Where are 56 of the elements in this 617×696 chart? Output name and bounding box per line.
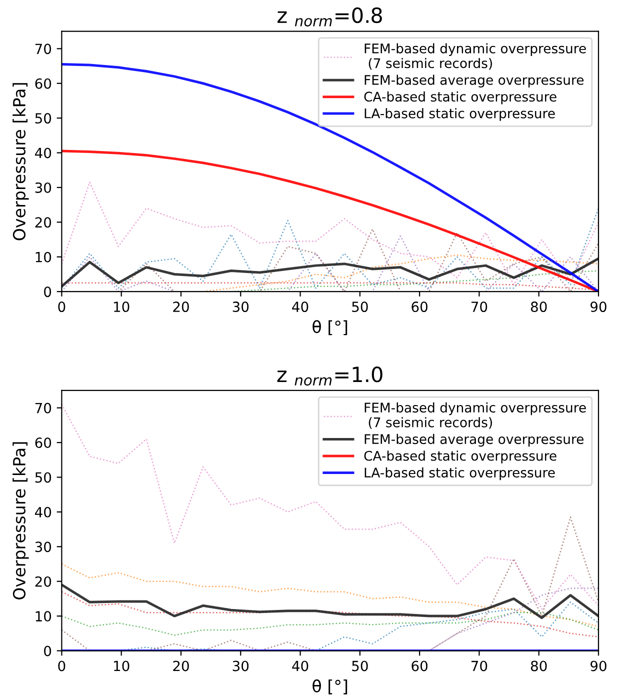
x-tick-label: 50	[352, 660, 368, 672]
chart-title: z $_{norm}$=1.0	[277, 366, 382, 386]
legend-label: LA-based static overpressure	[364, 108, 555, 121]
y-axis-title: Overpressure [kPa]	[12, 83, 29, 240]
y-tick-label: 70	[35, 44, 52, 54]
x-tick-label: 30	[232, 302, 249, 312]
x-tick-label: 10	[114, 302, 130, 312]
line-series	[62, 257, 598, 288]
y-tick-label: 30	[35, 542, 52, 552]
line-series	[62, 563, 598, 628]
legend-label: CA-based static overpressure	[364, 91, 556, 104]
y-tick-label: 20	[35, 576, 52, 587]
x-tick-label: 70	[472, 302, 488, 312]
y-tick-label: 40	[34, 148, 52, 158]
x-tick-label: 60	[412, 660, 428, 672]
legend-label: FEM-based average overpressure	[364, 434, 584, 447]
line-series	[62, 182, 598, 286]
line-series	[62, 208, 598, 289]
x-axis-title: θ [°]	[312, 320, 348, 336]
legend-label: CA-based static overpressure	[364, 450, 556, 464]
legend-label: FEM-based dynamic overpressure (7 seismic records)	[364, 43, 586, 70]
x-tick-label: 90	[590, 302, 606, 312]
x-axis-title: θ [°]	[312, 679, 348, 694]
legend-label: FEM-based dynamic overpressure (7 seismic records)	[364, 402, 586, 429]
y-axis-title: Overpressure [kPa]	[12, 442, 29, 600]
x-tick-label: 10	[114, 660, 130, 672]
x-tick-label: 50	[352, 302, 368, 312]
y-tick-label: 30	[35, 182, 52, 193]
y-tick-label: 20	[35, 217, 52, 228]
line-series	[62, 584, 598, 620]
chart-title: z $_{norm}$=0.8	[278, 7, 382, 26]
y-tick-label: 50	[35, 472, 52, 483]
x-tick-label: 90	[590, 660, 606, 672]
y-tick-label: 60	[35, 78, 52, 89]
y-tick-label: 10	[36, 252, 52, 262]
x-tick-label: 80	[530, 660, 547, 672]
x-tick-label: 0	[58, 660, 66, 672]
x-tick-label: 30	[232, 660, 249, 672]
y-tick-label: 0	[44, 286, 52, 298]
legend-label: LA-based static overpressure	[364, 467, 555, 480]
y-tick-label: 40	[34, 506, 52, 518]
legend-label: FEM-based average overpressure	[364, 74, 584, 88]
x-tick-label: 40	[292, 660, 308, 672]
y-tick-label: 60	[35, 438, 52, 448]
x-tick-label: 40	[292, 302, 308, 312]
x-tick-label: 60	[412, 302, 428, 312]
x-tick-label: 0	[58, 302, 66, 312]
x-tick-label: 70	[472, 660, 488, 672]
x-tick-label: 20	[173, 302, 189, 312]
y-tick-label: 0	[44, 646, 52, 656]
x-tick-label: 80	[530, 302, 547, 312]
y-tick-label: 70	[35, 402, 52, 414]
y-tick-label: 50	[35, 113, 52, 124]
line-series	[62, 612, 598, 636]
x-tick-label: 20	[173, 660, 189, 672]
y-tick-label: 10	[36, 611, 52, 622]
